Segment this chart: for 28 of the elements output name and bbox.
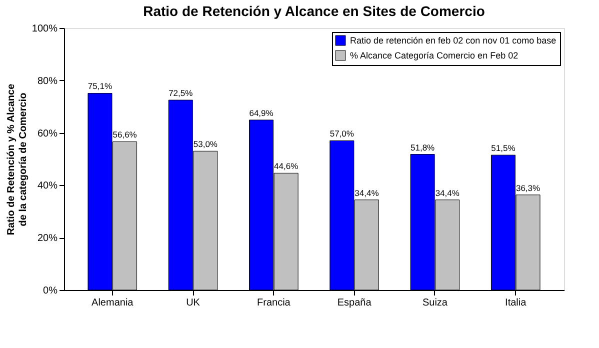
data-label: 57,0%	[330, 128, 354, 139]
data-label: 64,9%	[249, 108, 274, 118]
x-tick-label: UK	[186, 298, 200, 308]
legend-label: Ratio de retención en feb 02 con nov 01 como base	[350, 36, 556, 46]
data-label: 53,0%	[193, 139, 218, 150]
data-label: 75,1%	[88, 81, 112, 92]
x-tick-label: Suiza	[422, 298, 448, 308]
data-label: 56,6%	[112, 130, 138, 140]
data-label: 34,4%	[354, 188, 380, 198]
y-tick-label: 40%	[37, 180, 58, 192]
data-label: 72,5%	[168, 88, 194, 98]
data-label: 34,4%	[435, 188, 460, 198]
y-tick-label: 60%	[37, 128, 58, 140]
y-tick-label: 20%	[37, 233, 58, 244]
y-tick-label: 0%	[43, 286, 58, 296]
x-tick-label: España	[337, 298, 372, 308]
y-tick-label: 100%	[32, 24, 58, 34]
data-label: 51,8%	[410, 142, 436, 152]
data-label: 36,3%	[516, 182, 541, 193]
legend-label: % Alcance Categoría Comercio en Feb 02	[350, 50, 518, 60]
data-label: 51,5%	[491, 143, 516, 154]
y-axis-title: Ratio de Retención y % Alcance de la categoría de Comercio	[6, 83, 29, 236]
x-tick-label: Alemania	[92, 298, 134, 308]
chart-title: Ratio de Retención y Alcance en Sites de Comercio	[143, 3, 485, 19]
x-tick-label: Francia	[257, 298, 291, 308]
data-label: 44,6%	[274, 161, 299, 172]
x-tick-label: Italia	[505, 298, 527, 308]
y-tick-label: 80%	[37, 76, 58, 87]
